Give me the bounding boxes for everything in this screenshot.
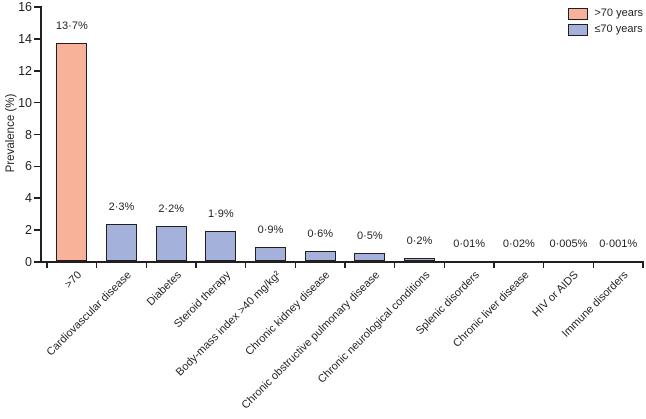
x-tick xyxy=(95,263,98,268)
y-tick xyxy=(34,133,40,136)
bar-value-label: 0·6% xyxy=(307,228,333,241)
x-category-label: Body-mass index >40 mg/kg² xyxy=(173,269,283,379)
legend-swatch-gt70-years xyxy=(568,7,589,20)
bar-value-label: 2·3% xyxy=(108,201,135,214)
y-tick xyxy=(34,165,40,168)
x-category-label: >70 xyxy=(62,269,85,291)
y-tick-label: 6 xyxy=(25,159,32,174)
y-tick-label: 10 xyxy=(18,95,32,110)
y-tick-label: 4 xyxy=(25,191,32,206)
y-tick xyxy=(34,38,40,40)
y-tick xyxy=(34,261,40,263)
x-tick xyxy=(493,263,495,268)
y-tick xyxy=(34,197,40,200)
y-tick-label: 16 xyxy=(18,0,32,14)
x-category-label: HIV or AIDS xyxy=(530,269,581,320)
x-tick xyxy=(195,263,197,268)
x-category-label: Diabetes xyxy=(144,269,184,309)
y-axis-line xyxy=(40,6,42,263)
legend-label: ≤70 years xyxy=(594,23,643,35)
x-tick xyxy=(542,263,545,268)
bar-value-label: 0·001% xyxy=(599,238,638,250)
x-tick xyxy=(393,263,396,268)
bar xyxy=(404,257,435,261)
y-tick-label: 8 xyxy=(25,127,32,142)
bar-value-label: 0·2% xyxy=(406,234,433,247)
x-tick xyxy=(642,263,644,268)
bar-value-label: 0·005% xyxy=(549,238,588,250)
bar-value-label: 0·01% xyxy=(453,238,486,250)
x-axis-line xyxy=(40,261,644,263)
bar xyxy=(205,230,237,261)
y-tick xyxy=(34,69,40,72)
y-tick xyxy=(34,6,40,8)
bar xyxy=(304,251,336,261)
legend: >70 years ≤70 years xyxy=(568,6,643,38)
bar-value-label: 1·9% xyxy=(207,207,234,220)
bar-value-label: 13·7% xyxy=(55,19,88,32)
legend-label: >70 years xyxy=(594,7,643,19)
x-tick xyxy=(443,263,446,268)
x-tick xyxy=(145,263,148,268)
legend-item-le70-years: ≤70 years xyxy=(568,22,643,37)
x-tick xyxy=(344,263,346,268)
y-tick-label: 0 xyxy=(25,255,32,269)
y-tick-label: 12 xyxy=(18,63,32,78)
bar-value-label: 0·9% xyxy=(257,223,284,236)
x-category-label: Chronic kidney disease xyxy=(243,269,333,358)
bar xyxy=(56,42,88,261)
y-tick xyxy=(34,101,40,104)
bar xyxy=(354,253,386,261)
x-tick xyxy=(592,263,595,268)
y-tick-label: 14 xyxy=(18,31,32,46)
y-tick-label: 2 xyxy=(25,223,32,238)
bar-value-label: 0·02% xyxy=(502,238,535,250)
y-tick xyxy=(34,229,40,231)
bar xyxy=(255,246,286,261)
bar-value-label: 0·5% xyxy=(356,230,383,243)
x-tick xyxy=(244,263,247,268)
x-tick xyxy=(46,263,48,268)
x-tick xyxy=(294,263,297,268)
bar-value-label: 2·2% xyxy=(158,202,184,215)
x-category-label: Cardiovascular disease xyxy=(44,269,134,359)
bar xyxy=(106,224,137,261)
legend-swatch-le70-years xyxy=(568,23,589,36)
bar xyxy=(155,225,187,261)
legend-item-gt70-years: >70 years xyxy=(568,6,643,21)
